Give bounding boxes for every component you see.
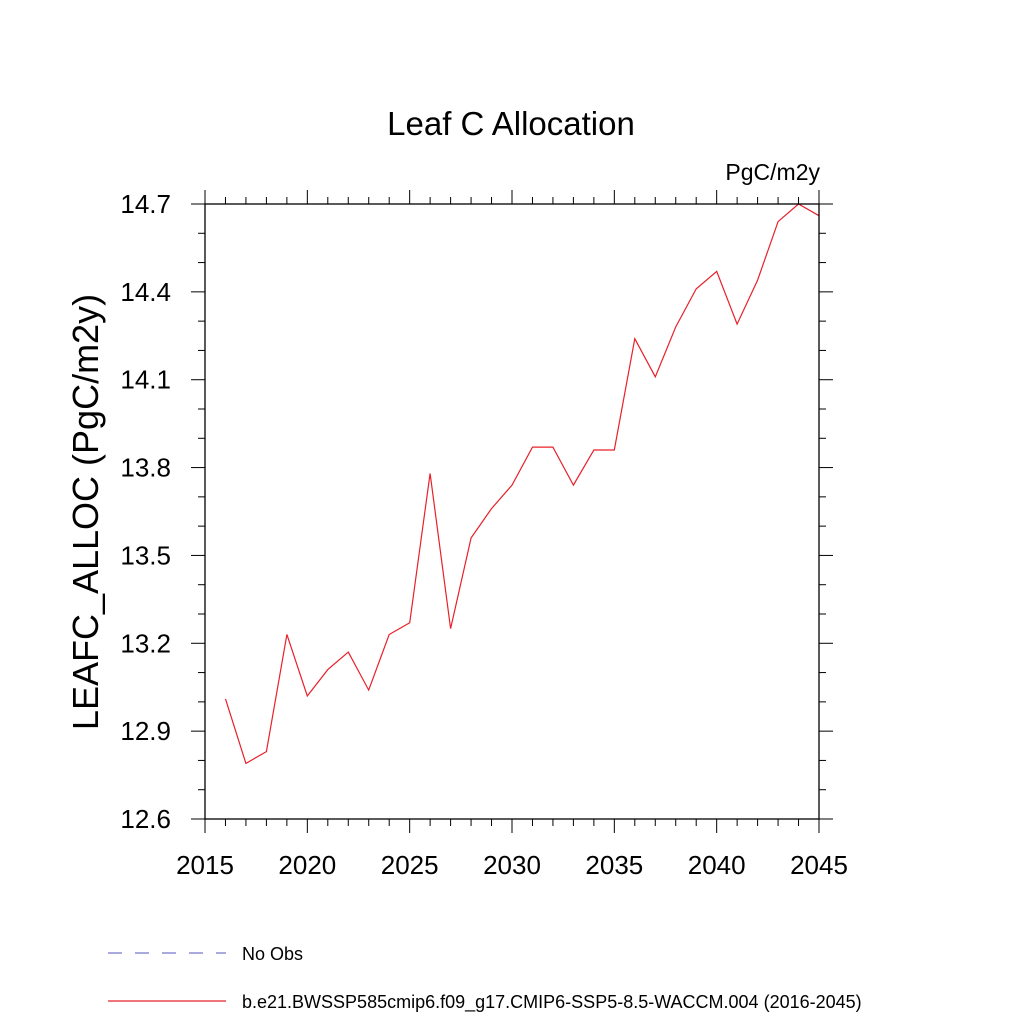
series-line [224, 203, 820, 765]
x-tick-label: 2045 [790, 850, 848, 880]
plot-frame [204, 203, 820, 820]
x-tick-label: 2035 [585, 850, 643, 880]
y-tick-label: 13.5 [120, 540, 171, 570]
major-ticks [191, 190, 833, 833]
units-label: PgC/m2y [725, 159, 820, 185]
legend: No Obs b.e21.BWSSP585cmip6.f09_g17.CMIP6-… [108, 944, 862, 1013]
y-axis-label: LEAFC_ALLOC (PgC/m2y) [65, 294, 106, 730]
x-tick-label: 2040 [688, 850, 746, 880]
y-tick-label: 13.8 [120, 453, 171, 483]
y-tick-label: 14.7 [120, 189, 171, 219]
series-group [224, 203, 820, 765]
y-tick-label: 12.9 [120, 716, 171, 746]
y-tick-label: 12.6 [120, 804, 171, 834]
x-tick-labels: 2015 2020 2025 2030 2035 2040 2045 [176, 850, 848, 880]
y-tick-label: 13.2 [120, 628, 171, 658]
x-tick-label: 2025 [381, 850, 439, 880]
x-tick-label: 2015 [176, 850, 234, 880]
chart-title: Leaf C Allocation [387, 105, 635, 142]
y-tick-label: 14.4 [120, 277, 171, 307]
minor-ticks [198, 197, 826, 826]
legend-label: No Obs [242, 944, 303, 964]
y-tick-label: 14.1 [120, 365, 171, 395]
x-tick-label: 2030 [483, 850, 541, 880]
legend-label: b.e21.BWSSP585cmip6.f09_g17.CMIP6-SSP5-8… [242, 992, 862, 1013]
y-tick-labels: 12.6 12.9 13.2 13.5 13.8 14.1 14.4 14.7 [120, 189, 171, 834]
x-tick-label: 2020 [278, 850, 336, 880]
